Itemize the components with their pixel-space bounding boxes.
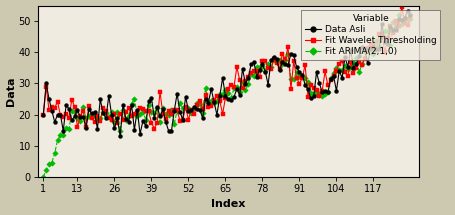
- X-axis label: Index: Index: [211, 200, 246, 209]
- Data Asli: [200, 117, 205, 120]
- Line: Fit Wavelet Thresholding: Fit Wavelet Thresholding: [41, 5, 412, 131]
- Fit Wavelet Thresholding: [285, 46, 291, 48]
- Data Asli: [40, 113, 46, 116]
- Data Asli: [405, 9, 410, 12]
- Fit Wavelet Thresholding: [40, 113, 46, 116]
- Data Asli: [143, 124, 148, 127]
- Fit Wavelet Thresholding: [200, 108, 205, 111]
- Fit Wavelet Thresholding: [234, 66, 240, 68]
- Fit ARIMA(2,1,0): [197, 103, 202, 106]
- Fit ARIMA(2,1,0): [408, 18, 413, 20]
- Data Asli: [314, 71, 319, 74]
- Fit Wavelet Thresholding: [399, 6, 404, 8]
- Fit ARIMA(2,1,0): [396, 13, 402, 16]
- Data Asli: [117, 135, 123, 137]
- Fit Wavelet Thresholding: [331, 74, 336, 77]
- Y-axis label: Data: Data: [5, 77, 15, 106]
- Fit Wavelet Thresholding: [140, 107, 146, 110]
- Data Asli: [331, 75, 336, 77]
- Fit ARIMA(2,1,0): [140, 111, 146, 113]
- Data Asli: [285, 64, 291, 66]
- Data Asli: [234, 87, 240, 90]
- Fit ARIMA(2,1,0): [328, 77, 334, 80]
- Fit ARIMA(2,1,0): [283, 58, 288, 61]
- Line: Data Asli: Data Asli: [41, 9, 412, 138]
- Fit Wavelet Thresholding: [152, 127, 157, 130]
- Legend: Data Asli, Fit Wavelet Thresholding, Fit ARIMA(2,1,0): Data Asli, Fit Wavelet Thresholding, Fit…: [302, 10, 440, 60]
- Fit ARIMA(2,1,0): [231, 87, 237, 90]
- Data Asli: [408, 13, 413, 16]
- Fit ARIMA(2,1,0): [40, 176, 46, 178]
- Fit ARIMA(2,1,0): [311, 93, 316, 95]
- Fit Wavelet Thresholding: [314, 89, 319, 91]
- Line: Fit ARIMA(2,1,0): Fit ARIMA(2,1,0): [41, 13, 412, 179]
- Fit Wavelet Thresholding: [408, 15, 413, 18]
